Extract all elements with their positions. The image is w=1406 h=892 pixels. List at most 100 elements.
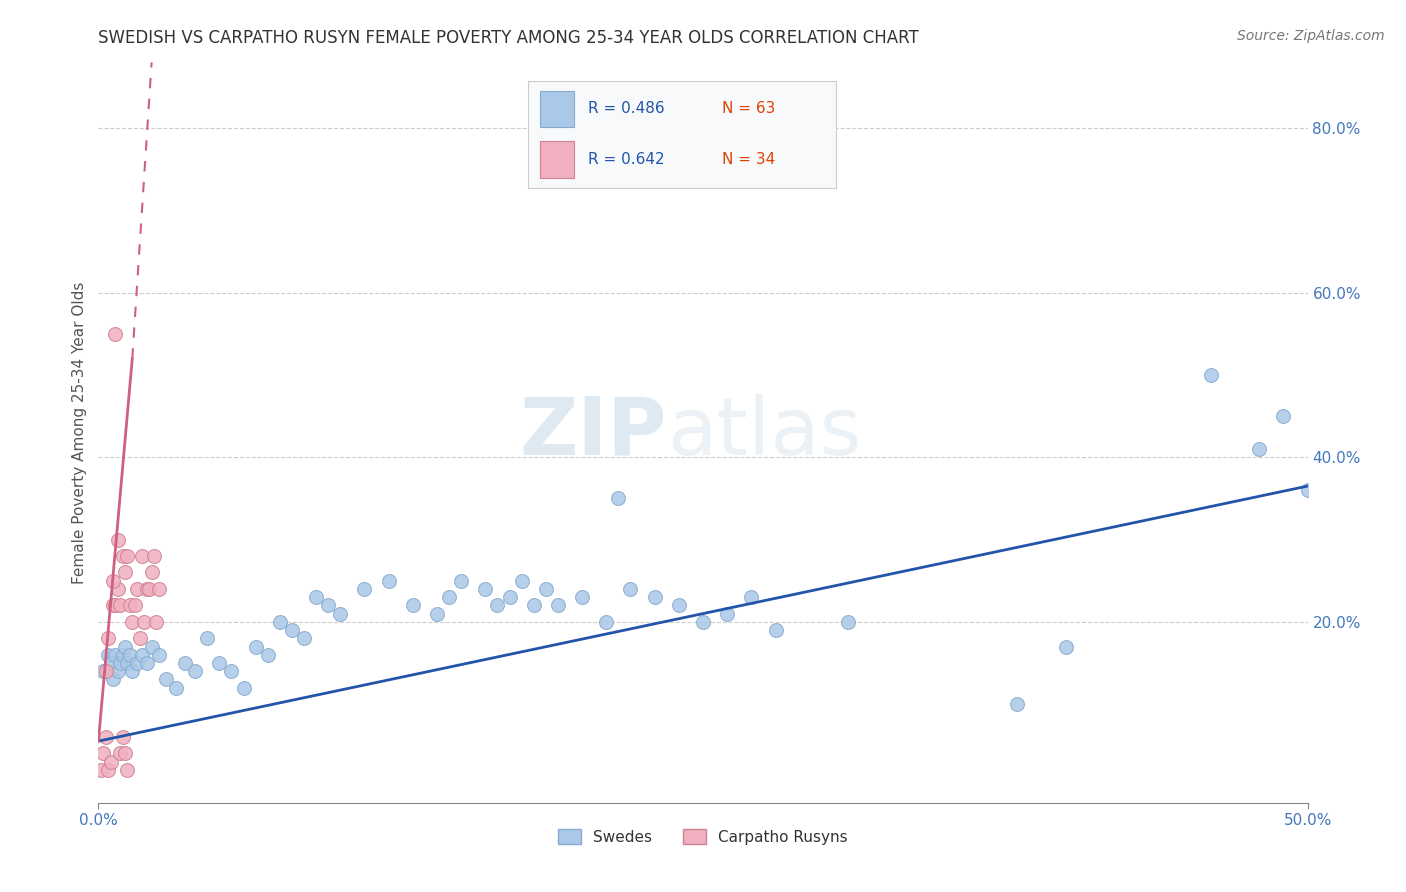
Point <box>195 632 218 646</box>
Point <box>155 673 177 687</box>
Point <box>765 623 787 637</box>
Point <box>1249 442 1271 456</box>
Point <box>101 599 124 613</box>
Point <box>104 648 127 662</box>
Point <box>437 590 460 604</box>
Point <box>90 763 112 777</box>
Point <box>547 599 569 613</box>
Point <box>245 640 267 654</box>
Point <box>121 615 143 629</box>
Point <box>1199 368 1222 382</box>
Point <box>256 648 278 662</box>
Point <box>94 664 117 678</box>
Point <box>450 574 472 588</box>
Point <box>114 566 136 580</box>
Point <box>232 681 254 695</box>
Point <box>117 656 139 670</box>
Point <box>104 326 127 341</box>
Point <box>128 632 150 646</box>
Point <box>607 491 630 506</box>
Point <box>305 590 328 604</box>
Point <box>143 549 166 563</box>
Point <box>118 648 141 662</box>
Point <box>135 656 157 670</box>
Point <box>740 590 762 604</box>
Point <box>571 590 593 604</box>
Point <box>117 763 139 777</box>
Point <box>111 549 134 563</box>
Point <box>221 664 243 678</box>
Point <box>107 582 129 596</box>
Point <box>97 763 120 777</box>
Point <box>208 656 231 670</box>
Point <box>377 574 399 588</box>
Point <box>148 582 170 596</box>
Point <box>104 599 127 613</box>
Point <box>108 599 131 613</box>
Point <box>141 566 163 580</box>
Point <box>91 664 114 678</box>
Point <box>329 607 352 621</box>
Point <box>1054 640 1077 654</box>
Point <box>402 599 425 613</box>
Text: ZIP: ZIP <box>519 393 666 472</box>
Point <box>292 632 315 646</box>
Point <box>281 623 304 637</box>
Text: SWEDISH VS CARPATHO RUSYN FEMALE POVERTY AMONG 25-34 YEAR OLDS CORRELATION CHART: SWEDISH VS CARPATHO RUSYN FEMALE POVERTY… <box>98 29 920 47</box>
Point <box>100 755 122 769</box>
Point <box>131 648 153 662</box>
Point <box>534 582 557 596</box>
Point <box>510 574 533 588</box>
Point <box>121 664 143 678</box>
Point <box>353 582 375 596</box>
Point <box>595 615 617 629</box>
Point <box>668 599 690 613</box>
Point <box>1007 697 1029 711</box>
Point <box>107 664 129 678</box>
Point <box>108 656 131 670</box>
Point <box>716 607 738 621</box>
Point <box>131 549 153 563</box>
Point <box>97 648 120 662</box>
Point <box>118 599 141 613</box>
Point <box>141 640 163 654</box>
Text: Source: ZipAtlas.com: Source: ZipAtlas.com <box>1237 29 1385 43</box>
Point <box>138 582 160 596</box>
Point <box>117 549 139 563</box>
Point <box>498 590 520 604</box>
Point <box>145 615 167 629</box>
Point <box>124 599 146 613</box>
Point <box>135 582 157 596</box>
Point <box>101 673 124 687</box>
Point <box>692 615 714 629</box>
Point <box>101 574 124 588</box>
Point <box>107 533 129 547</box>
Point <box>474 582 496 596</box>
Point <box>269 615 291 629</box>
Point <box>127 656 149 670</box>
Point <box>316 599 339 613</box>
Legend: Swedes, Carpatho Rusyns: Swedes, Carpatho Rusyns <box>553 822 853 851</box>
Point <box>837 615 859 629</box>
Point <box>184 664 207 678</box>
Point <box>91 747 114 761</box>
Y-axis label: Female Poverty Among 25-34 Year Olds: Female Poverty Among 25-34 Year Olds <box>72 282 87 583</box>
Point <box>100 656 122 670</box>
Point <box>165 681 187 695</box>
Point <box>1272 409 1295 424</box>
Point <box>148 648 170 662</box>
Point <box>486 599 509 613</box>
Point <box>97 632 120 646</box>
Point <box>1296 483 1319 498</box>
Point <box>94 730 117 744</box>
Point <box>111 730 134 744</box>
Point <box>174 656 197 670</box>
Point <box>134 615 156 629</box>
Point <box>523 599 546 613</box>
Point <box>108 747 131 761</box>
Text: atlas: atlas <box>666 393 860 472</box>
Point <box>114 640 136 654</box>
Point <box>426 607 449 621</box>
Point <box>111 648 134 662</box>
Point <box>127 582 149 596</box>
